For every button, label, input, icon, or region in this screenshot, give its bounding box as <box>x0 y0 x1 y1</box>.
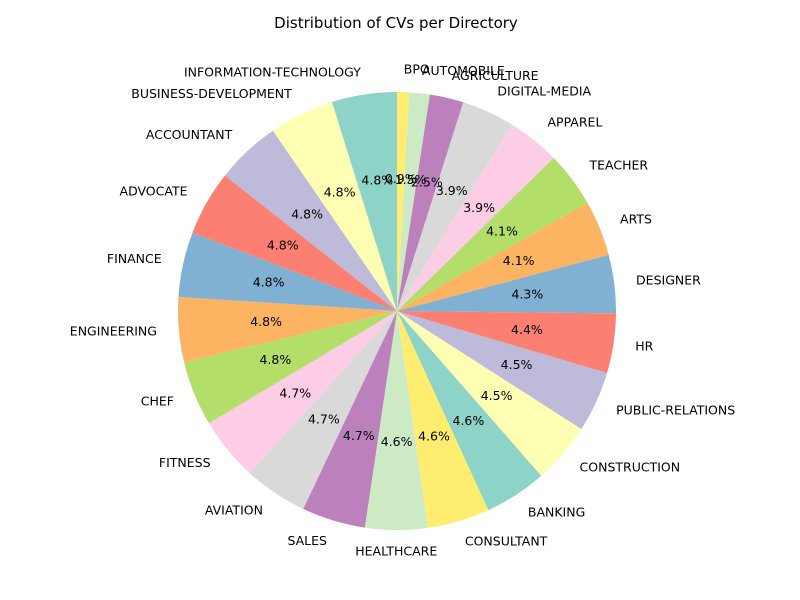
category-label-digital-media: DIGITAL-MEDIA <box>497 84 591 99</box>
category-label-healthcare: HEALTHCARE <box>355 543 437 558</box>
category-label-bpo: BPO <box>404 62 430 77</box>
category-label-construction: CONSTRUCTION <box>580 460 681 475</box>
category-label-aviation: AVIATION <box>205 503 263 518</box>
percent-label-bpo: 0.9% <box>385 171 417 186</box>
pie-slice-accountant <box>224 130 397 311</box>
category-label-chef: CHEF <box>141 394 174 409</box>
category-label-automobile: AUTOMOBILE <box>422 63 505 78</box>
percent-label-healthcare: 4.6% <box>381 434 413 449</box>
pie-slice-chef <box>184 311 397 424</box>
pie-slice-teacher <box>397 157 588 311</box>
pie-slice-engineering <box>178 296 397 363</box>
pie-slice-automobile <box>397 92 430 311</box>
pie-slice-information-technology <box>332 92 397 311</box>
percent-label-digital-media: 3.9% <box>436 183 468 198</box>
pie-slice-arts <box>397 202 609 311</box>
percent-label-engineering: 4.8% <box>250 314 282 329</box>
pie-slice-healthcare <box>364 311 428 530</box>
pie-slice-designer <box>397 254 616 314</box>
chart-title: Distribution of CVs per Directory <box>274 14 518 32</box>
percent-label-information-technology: 4.8% <box>361 173 393 188</box>
percent-label-arts: 4.1% <box>503 253 535 268</box>
pie-slice-aviation <box>249 311 397 509</box>
percent-label-chef: 4.8% <box>259 352 291 367</box>
percent-label-finance: 4.8% <box>253 274 285 289</box>
percent-label-public-relations: 4.5% <box>501 357 533 372</box>
pie-slice-sales <box>303 311 397 528</box>
pie-slice-finance <box>178 232 397 311</box>
percent-label-accountant: 4.8% <box>291 207 323 222</box>
pie-slice-apparel <box>397 124 554 311</box>
pie-slice-consultant <box>397 311 489 528</box>
percent-label-sales: 4.7% <box>343 428 375 443</box>
percent-label-aviation: 4.7% <box>308 412 340 427</box>
pie-slice-fitness <box>208 311 397 474</box>
category-label-teacher: TEACHER <box>589 158 649 173</box>
category-label-accountant: ACCOUNTANT <box>146 127 233 142</box>
percent-label-fitness: 4.7% <box>279 386 311 401</box>
percent-labels: 0.9%1.5%2.5%3.9%3.9%4.1%4.1%4.3%4.4%4.5%… <box>250 171 543 449</box>
category-label-engineering: ENGINEERING <box>70 323 157 338</box>
pie-slices <box>178 92 616 530</box>
category-label-arts: ARTS <box>620 211 652 226</box>
pie-slice-agriculture <box>397 94 464 311</box>
category-label-consultant: CONSULTANT <box>465 534 548 549</box>
percent-label-agriculture: 2.5% <box>411 175 443 190</box>
category-label-designer: DESIGNER <box>636 273 701 288</box>
percent-label-consultant: 4.6% <box>418 429 450 444</box>
category-label-sales: SALES <box>287 533 327 548</box>
pie-slice-digital-media <box>397 102 512 311</box>
pie-slice-construction <box>397 311 582 476</box>
category-label-apparel: APPAREL <box>547 114 602 129</box>
category-label-agriculture: AGRICULTURE <box>452 68 539 83</box>
category-label-business-development: BUSINESS-DEVELOPMENT <box>131 86 292 101</box>
pie-slice-bpo <box>397 92 410 311</box>
percent-label-advocate: 4.8% <box>267 238 299 253</box>
category-label-advocate: ADVOCATE <box>120 184 188 199</box>
percent-label-teacher: 4.1% <box>486 224 518 239</box>
category-label-banking: BANKING <box>528 505 585 520</box>
category-label-information-technology: INFORMATION-TECHNOLOGY <box>184 64 361 79</box>
category-label-fitness: FITNESS <box>159 455 211 470</box>
percent-label-banking: 4.6% <box>453 413 485 428</box>
percent-label-construction: 4.5% <box>481 388 513 403</box>
category-label-hr: HR <box>635 338 653 353</box>
pie-slice-banking <box>397 311 542 511</box>
percent-label-hr: 4.4% <box>511 322 543 337</box>
percent-label-designer: 4.3% <box>512 286 544 301</box>
category-label-finance: FINANCE <box>107 251 162 266</box>
percent-label-automobile: 1.5% <box>395 172 427 187</box>
percent-label-business-development: 4.8% <box>324 184 356 199</box>
pie-slice-business-development <box>272 101 397 311</box>
category-label-public-relations: PUBLIC-RELATIONS <box>616 403 735 418</box>
pie-slice-advocate <box>192 175 397 311</box>
pie-slice-hr <box>397 311 616 374</box>
pie-slice-public-relations <box>397 311 608 430</box>
percent-label-apparel: 3.9% <box>463 200 495 215</box>
